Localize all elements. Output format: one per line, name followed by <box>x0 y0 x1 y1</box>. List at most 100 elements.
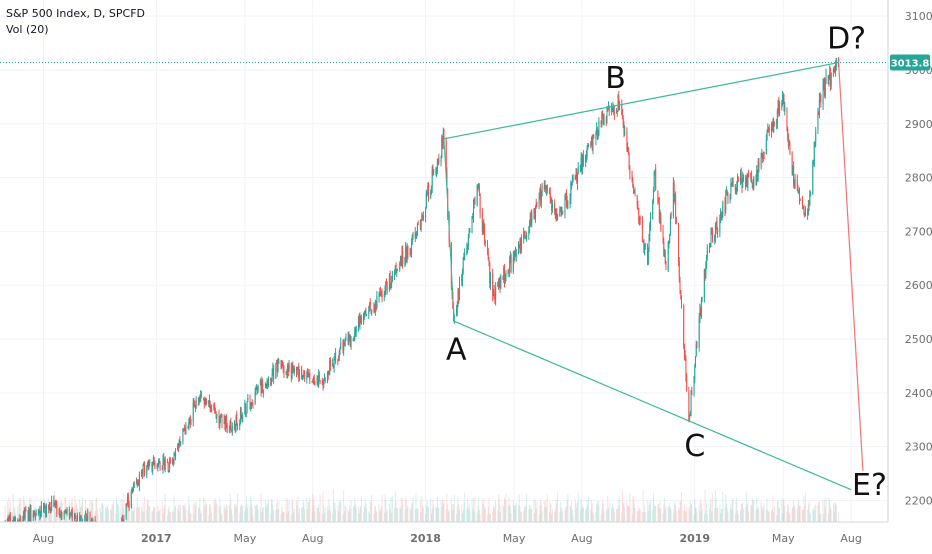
volume-bar <box>349 505 351 522</box>
volume-bar <box>278 501 280 522</box>
volume-bar <box>79 499 81 522</box>
volume-bar <box>307 501 309 522</box>
candle-body <box>621 114 623 117</box>
candle-body <box>33 513 35 516</box>
candle-body <box>316 378 318 384</box>
volume-bar <box>12 493 14 522</box>
volume-bar <box>92 500 94 522</box>
volume-bar <box>182 505 184 522</box>
candle-body <box>606 111 608 120</box>
candle-body <box>343 343 345 345</box>
volume-bar <box>271 499 273 522</box>
candle-body <box>406 247 408 262</box>
candle-body <box>628 153 630 169</box>
candle-body <box>689 415 691 419</box>
volume-bar <box>343 490 345 522</box>
volume-bar <box>157 505 159 522</box>
candle-body <box>714 225 716 238</box>
candle-body <box>334 352 336 357</box>
volume-bar <box>602 499 604 522</box>
volume-bar <box>613 507 615 522</box>
volume-bar <box>448 509 450 522</box>
candle-body <box>510 254 512 272</box>
volume-bar <box>385 511 387 522</box>
candle-body <box>195 400 197 408</box>
volume-bar <box>146 509 148 522</box>
volume-bar <box>156 512 158 522</box>
volume-bar <box>115 513 117 522</box>
volume-bar <box>737 514 739 522</box>
candle-body <box>208 398 210 406</box>
volume-bar <box>116 502 118 522</box>
candle-body <box>593 135 595 139</box>
volume-bar <box>123 492 125 522</box>
candle-body <box>174 454 176 456</box>
volume-bar <box>767 510 769 522</box>
volume-bar <box>432 500 434 522</box>
candle-body <box>433 171 435 173</box>
candle-body <box>421 213 423 221</box>
volume-bar <box>799 506 801 522</box>
volume-bar <box>209 504 211 522</box>
candle-body <box>577 167 579 173</box>
volume-bar <box>440 500 442 522</box>
volume-legend[interactable]: Vol (20) <box>6 23 49 36</box>
price-axis-bg <box>888 0 932 550</box>
candle-body <box>830 72 832 86</box>
candle-body <box>773 121 775 123</box>
volume-bar <box>526 493 528 522</box>
volume-bar <box>664 508 666 522</box>
candle-body <box>265 386 267 389</box>
volume-bar <box>307 509 309 522</box>
volume-bar <box>518 494 520 522</box>
candle-body <box>788 144 790 146</box>
candle-body <box>255 390 257 395</box>
volume-bar <box>688 506 690 522</box>
volume-bar <box>566 500 568 522</box>
volume-bar <box>340 501 342 522</box>
volume-bar <box>613 511 615 522</box>
volume-bar <box>267 504 269 522</box>
candle-body <box>370 311 372 313</box>
candle-body <box>748 172 750 174</box>
candle-body <box>345 336 347 341</box>
volume-bar <box>784 505 786 522</box>
candle-body <box>446 172 448 187</box>
volume-bar <box>105 507 107 522</box>
volume-bar <box>517 505 519 522</box>
volume-bar <box>768 511 770 522</box>
symbol-legend[interactable]: S&P 500 Index, D, SPCFD <box>6 7 146 20</box>
candle-body <box>203 398 205 400</box>
candle-body <box>146 466 148 475</box>
pattern-connector <box>443 138 455 322</box>
candle-body <box>189 416 191 424</box>
volume-bar <box>570 506 572 522</box>
volume-bar <box>214 498 216 522</box>
volume-bar <box>75 505 77 522</box>
volume-bar <box>391 495 393 522</box>
candle-body <box>543 185 545 191</box>
volume-bar <box>788 512 790 522</box>
volume-bar <box>695 508 697 522</box>
volume-bar <box>725 503 727 522</box>
candle-body <box>493 288 495 298</box>
volume-bar <box>291 499 293 522</box>
candle-body <box>756 170 758 181</box>
volume-bar <box>133 507 135 522</box>
volume-bar <box>65 506 67 522</box>
volume-bar <box>127 502 129 522</box>
volume-bar <box>561 508 563 522</box>
volume-bar <box>229 494 231 522</box>
candle-body <box>138 483 140 486</box>
candle-body <box>591 139 593 146</box>
volume-bar <box>90 510 92 522</box>
volume-bar <box>144 496 146 522</box>
volume-bar <box>234 503 236 522</box>
volume-bar <box>97 513 99 522</box>
volume-bar <box>91 503 93 522</box>
volume-bar <box>389 509 391 522</box>
volume-bar <box>4 505 6 522</box>
